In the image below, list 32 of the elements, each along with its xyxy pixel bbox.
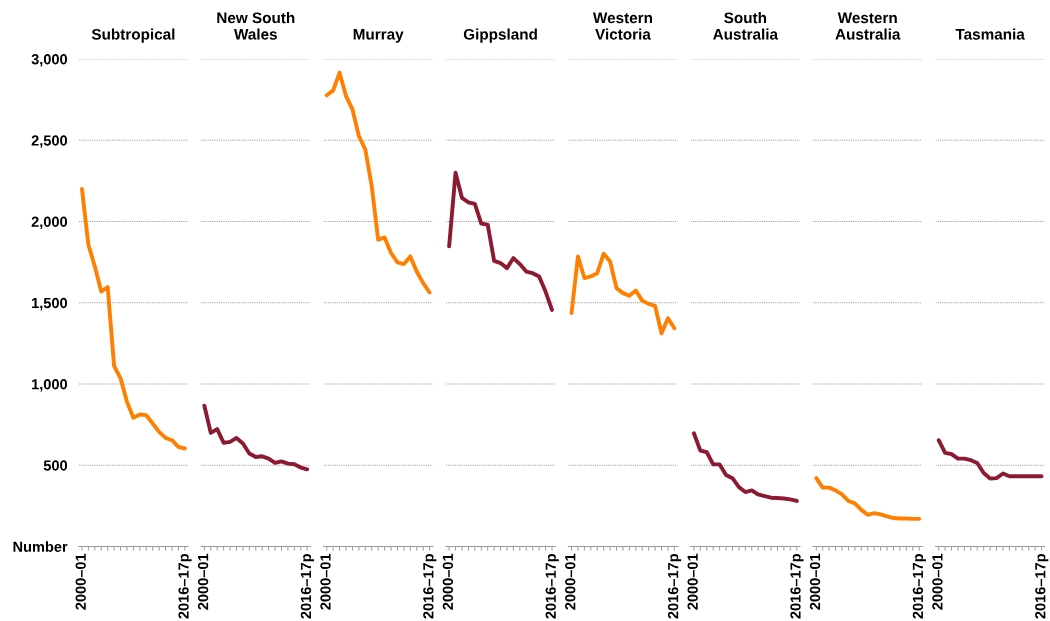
x-tick-label: 2000–01	[320, 553, 331, 610]
chart-title: South Australia	[713, 12, 779, 40]
chart-title: New South Wales	[217, 12, 295, 40]
chart-title: Tasmania	[955, 28, 1025, 40]
chart-title: Western Australia	[835, 12, 901, 40]
x-tick-label: 2016–17p	[1035, 554, 1049, 619]
x-tick-label: 2016–17p	[300, 554, 314, 619]
line-series	[80, 187, 187, 451]
x-tick-label: 2016–17p	[912, 554, 926, 619]
y-tick-label: 1,000	[32, 379, 68, 392]
chart-title: Murray	[353, 29, 404, 43]
x-tick-label: 2000–01	[75, 553, 86, 610]
y-tick-label: 2,000	[31, 216, 68, 230]
y-tick-label: 500	[43, 460, 68, 471]
x-tick-label: 2016–17p	[545, 554, 559, 619]
chart-title: Subtropical	[91, 28, 175, 43]
x-tick-label: 2016–17p	[790, 554, 804, 619]
y-tick-label: 3,000	[31, 54, 68, 67]
x-tick-label: 2000–01	[932, 553, 943, 610]
x-tick-label: 2016–17p	[667, 554, 682, 619]
x-tick-label: 2000–01	[565, 553, 576, 610]
x-tick-label: 2000–01	[809, 553, 821, 610]
x-tick-label: 2000–01	[687, 553, 698, 610]
y-tick-label: 2,500	[31, 135, 68, 148]
x-tick-label: 2000–01	[197, 553, 209, 610]
x-tick-label: 2000–01	[442, 553, 454, 610]
chart-title: Western Victoria	[592, 12, 652, 40]
y-tick-label: 1,500	[32, 297, 68, 311]
chart-title: Gippsland	[463, 28, 537, 43]
x-tick-label: 2016–17p	[178, 554, 192, 619]
x-tick-label: 2016–17p	[423, 554, 437, 619]
y-tick-label: Number	[13, 541, 68, 552]
